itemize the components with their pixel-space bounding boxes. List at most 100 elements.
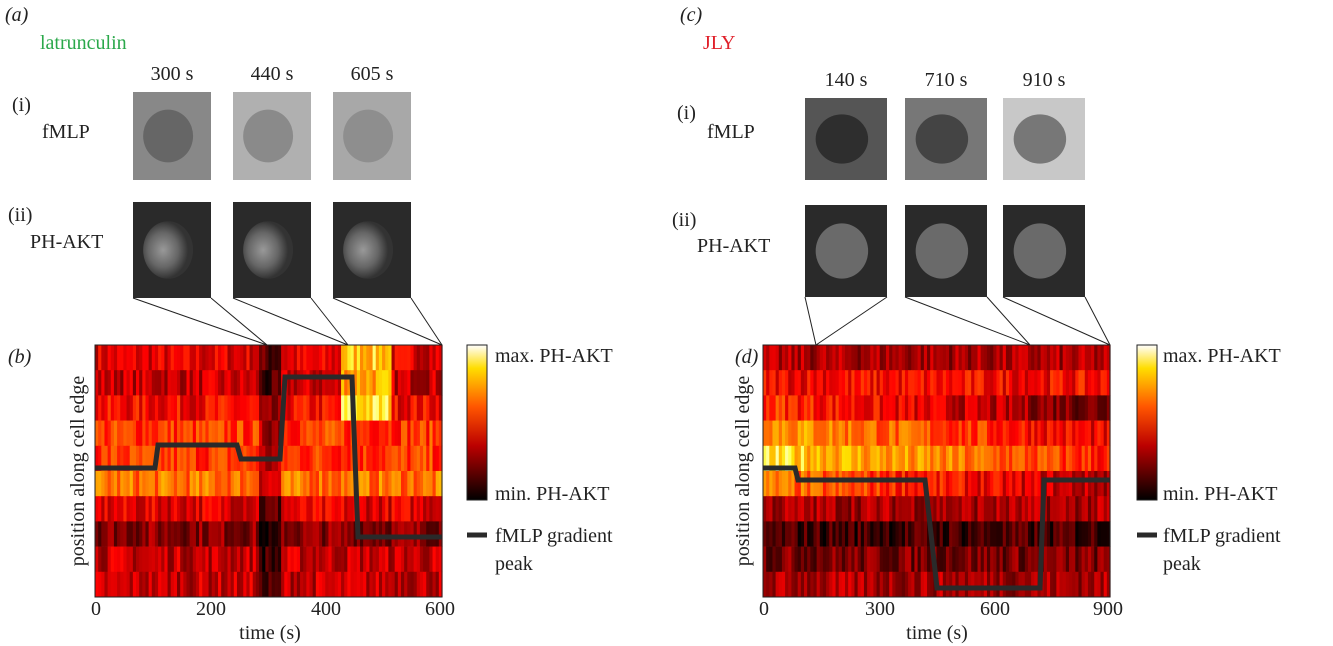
heatmap-cell xyxy=(385,395,389,421)
heatmap-cell xyxy=(854,395,859,421)
heatmap-cell xyxy=(255,395,260,421)
heatmap-cell xyxy=(293,521,298,547)
heatmap-cell xyxy=(438,521,443,547)
heatmap-cell xyxy=(180,345,184,371)
heatmap-cell xyxy=(202,345,207,371)
heatmap-cell xyxy=(154,571,159,598)
heatmap-cell xyxy=(804,546,808,573)
heatmap-cell xyxy=(927,445,931,472)
heatmap-cell xyxy=(312,395,317,421)
heatmap-cell xyxy=(177,471,181,497)
heatmap-cell xyxy=(233,546,238,573)
heatmap-cell xyxy=(1056,471,1061,497)
heatmap-cell xyxy=(879,496,884,522)
heatmap-cell xyxy=(908,395,912,421)
heatmap-cell xyxy=(895,521,900,547)
heatmap-cell xyxy=(980,445,985,472)
heatmap-cell xyxy=(158,395,162,421)
heatmap-cell xyxy=(180,370,184,396)
heatmap-cell xyxy=(791,370,796,396)
heatmap-cell xyxy=(971,445,975,472)
heatmap-cell xyxy=(835,546,840,573)
heatmap-cell xyxy=(781,496,786,522)
heatmap-cell xyxy=(274,345,279,371)
heatmap-cell xyxy=(388,496,393,522)
heatmap-cell xyxy=(851,546,856,573)
heatmap-cell xyxy=(851,571,856,598)
heatmap-cell xyxy=(375,546,380,573)
heatmap-cell xyxy=(794,471,799,497)
heatmap-cell xyxy=(993,521,998,547)
heatmap-cell xyxy=(977,571,982,598)
heatmap-cell xyxy=(221,496,225,522)
heatmap-cell xyxy=(933,521,938,547)
heatmap-cell xyxy=(202,496,207,522)
heatmap-cell xyxy=(359,471,364,497)
heatmap-cell xyxy=(952,395,957,421)
heatmap-cell xyxy=(243,521,248,547)
heatmap-cell xyxy=(1072,546,1076,573)
heatmap-cell xyxy=(993,471,998,497)
heatmap-cell xyxy=(832,571,837,598)
heatmap-cell xyxy=(117,571,121,598)
heatmap-cell xyxy=(214,546,219,573)
heatmap-cell xyxy=(810,546,815,573)
heatmap-cell xyxy=(772,471,777,497)
heatmap-cell xyxy=(763,546,767,573)
heatmap-cell xyxy=(129,345,134,371)
heatmap-cell xyxy=(208,345,213,371)
heatmap-cell xyxy=(404,496,408,522)
heatmap-cell xyxy=(271,546,276,573)
heatmap-cell xyxy=(1100,521,1105,547)
heatmap-cell xyxy=(986,546,991,573)
cell xyxy=(143,109,194,163)
heatmap-cell xyxy=(791,546,796,573)
heatmap-cell xyxy=(268,571,273,598)
heatmap-cell xyxy=(221,546,225,573)
heatmap-cell xyxy=(1075,571,1080,598)
heatmap-cell xyxy=(287,395,292,421)
heatmap-cell xyxy=(224,521,229,547)
heatmap-cell xyxy=(990,571,994,598)
heatmap-cell xyxy=(1087,345,1092,371)
heatmap-cell xyxy=(1031,345,1035,371)
heatmap-cell xyxy=(879,445,884,472)
heatmap-cell xyxy=(214,521,219,547)
heatmap-cell xyxy=(126,571,131,598)
heatmap-cell xyxy=(1075,496,1080,522)
heatmap-cell xyxy=(766,571,770,598)
heatmap-cell xyxy=(974,445,979,472)
heatmap-cell xyxy=(832,546,837,573)
heatmap-cell xyxy=(788,445,792,472)
heatmap-cell xyxy=(838,445,843,472)
heatmap-cell xyxy=(400,345,405,371)
heatmap-cell xyxy=(202,471,207,497)
heatmap-cell xyxy=(1097,546,1102,573)
heatmap-cell xyxy=(996,370,1001,396)
heatmap-cell xyxy=(952,496,957,522)
heatmap-cell xyxy=(876,496,881,522)
heatmap-cell xyxy=(218,345,222,371)
heatmap-cell xyxy=(126,471,131,497)
heatmap-cell xyxy=(889,471,893,497)
heatmap-cell xyxy=(322,445,326,472)
heatmap-cell xyxy=(221,445,225,472)
heatmap-cell xyxy=(879,471,884,497)
heatmap-cell xyxy=(435,345,440,371)
heatmap-cell xyxy=(104,420,109,447)
heatmap-cell xyxy=(435,521,440,547)
heatmap-cell xyxy=(1043,546,1048,573)
heatmap-cell xyxy=(958,395,963,421)
heatmap-cell xyxy=(173,471,178,497)
heatmap-cell xyxy=(145,496,150,522)
heatmap-cell xyxy=(936,370,941,396)
heatmap-cell xyxy=(889,546,893,573)
heatmap-cell xyxy=(889,445,893,472)
heatmap-cell xyxy=(233,345,238,371)
heatmap-cell xyxy=(296,496,301,522)
heatmap-cell xyxy=(851,521,856,547)
heatmap-cell xyxy=(882,420,887,447)
heatmap-cell xyxy=(810,496,815,522)
drug-label: latrunculin xyxy=(40,32,127,54)
heatmap-cell xyxy=(841,395,846,421)
